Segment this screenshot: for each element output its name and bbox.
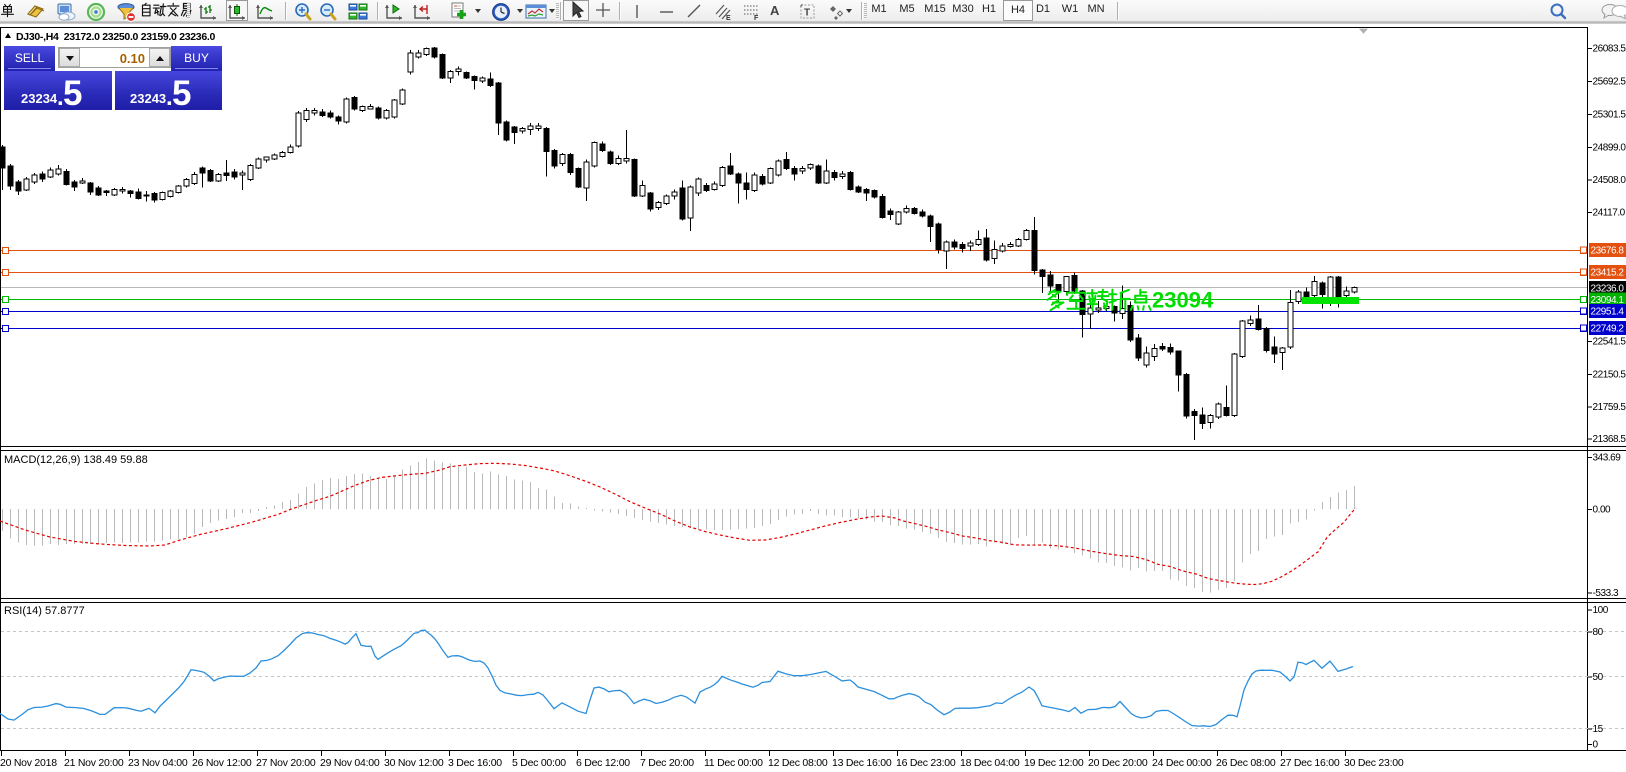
svg-text:0.00: 0.00 <box>1593 505 1612 516</box>
svg-text:23676.8: 23676.8 <box>1591 246 1625 257</box>
svg-text:0: 0 <box>1593 740 1599 751</box>
svg-text:16 Dec 23:00: 16 Dec 23:00 <box>896 757 956 769</box>
svg-text:E: E <box>726 15 731 22</box>
svg-text:27 Nov 20:00: 27 Nov 20:00 <box>256 757 316 769</box>
svg-text:26 Nov 12:00: 26 Nov 12:00 <box>192 757 252 769</box>
svg-text:22541.5: 22541.5 <box>1593 337 1626 348</box>
svg-text:-533.3: -533.3 <box>1593 588 1620 599</box>
svg-text:13 Dec 16:00: 13 Dec 16:00 <box>832 757 892 769</box>
svg-text:23094.1: 23094.1 <box>1591 295 1625 306</box>
svg-text:26083.5: 26083.5 <box>1593 44 1626 55</box>
svg-text:26 Dec 08:00: 26 Dec 08:00 <box>1216 757 1276 769</box>
svg-text:3 Dec 16:00: 3 Dec 16:00 <box>448 757 502 769</box>
svg-text:DJ30-,H4 23172.0 23250.0 2315: DJ30-,H4 23172.0 23250.0 23159.0 23236.0 <box>16 31 216 43</box>
svg-text:6 Dec 12:00: 6 Dec 12:00 <box>576 757 630 769</box>
svg-text:5 Dec 00:00: 5 Dec 00:00 <box>512 757 566 769</box>
svg-text:24117.0: 24117.0 <box>1593 208 1626 219</box>
svg-text:19 Dec 12:00: 19 Dec 12:00 <box>1024 757 1084 769</box>
svg-text:18 Dec 04:00: 18 Dec 04:00 <box>960 757 1020 769</box>
svg-text:24 Dec 00:00: 24 Dec 00:00 <box>1152 757 1212 769</box>
svg-text:22749.2: 22749.2 <box>1591 324 1625 335</box>
svg-text:22150.5: 22150.5 <box>1593 370 1626 381</box>
svg-text:29 Nov 04:00: 29 Nov 04:00 <box>320 757 380 769</box>
svg-text:20 Dec 20:00: 20 Dec 20:00 <box>1088 757 1148 769</box>
svg-text:23 Nov 04:00: 23 Nov 04:00 <box>128 757 188 769</box>
svg-text:F: F <box>754 15 759 22</box>
svg-text:23236.0: 23236.0 <box>1591 284 1625 295</box>
svg-text:343.69: 343.69 <box>1593 453 1622 464</box>
svg-text:22951.4: 22951.4 <box>1591 307 1625 318</box>
svg-text:11 Dec 00:00: 11 Dec 00:00 <box>704 757 763 769</box>
svg-text:24899.0: 24899.0 <box>1593 143 1626 154</box>
svg-text:21759.5: 21759.5 <box>1593 402 1626 413</box>
svg-text:30 Dec 23:00: 30 Dec 23:00 <box>1344 757 1404 769</box>
svg-text:MACD(12,26,9) 138.49 59.88: MACD(12,26,9) 138.49 59.88 <box>4 454 148 466</box>
svg-text:80: 80 <box>1593 627 1604 638</box>
svg-text:RSI(14) 57.8777: RSI(14) 57.8777 <box>4 605 85 617</box>
svg-text:23415.2: 23415.2 <box>1591 268 1625 279</box>
svg-text:12 Dec 08:00: 12 Dec 08:00 <box>768 757 828 769</box>
svg-text:25301.5: 25301.5 <box>1593 110 1626 121</box>
svg-text:100: 100 <box>1593 605 1609 616</box>
svg-text:T: T <box>804 8 810 19</box>
svg-text:30 Nov 12:00: 30 Nov 12:00 <box>384 757 444 769</box>
svg-text:23094: 23094 <box>1152 288 1214 313</box>
svg-text:50: 50 <box>1593 672 1604 683</box>
svg-text:21 Nov 20:00: 21 Nov 20:00 <box>64 757 124 769</box>
svg-text:7 Dec 20:00: 7 Dec 20:00 <box>640 757 694 769</box>
svg-text:15: 15 <box>1593 724 1604 735</box>
svg-text:21368.5: 21368.5 <box>1593 434 1626 445</box>
svg-text:27 Dec 16:00: 27 Dec 16:00 <box>1280 757 1340 769</box>
svg-text:25692.5: 25692.5 <box>1593 77 1626 88</box>
svg-text:24508.0: 24508.0 <box>1593 175 1626 186</box>
svg-text:20 Nov 2018: 20 Nov 2018 <box>0 757 57 769</box>
